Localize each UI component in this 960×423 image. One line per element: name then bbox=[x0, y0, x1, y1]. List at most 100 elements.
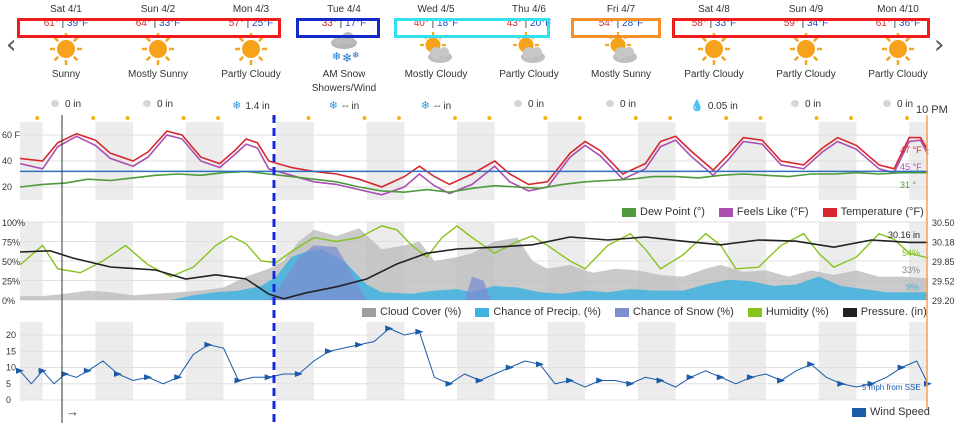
precip-amount: ❄ -- in bbox=[298, 99, 390, 112]
precip-value: 0 in bbox=[64, 99, 82, 110]
high-temp: 33° bbox=[321, 18, 337, 29]
sun-icon bbox=[231, 32, 271, 66]
temp-separator: | bbox=[428, 18, 438, 29]
time-label: 10 PM bbox=[916, 104, 948, 116]
pressure-line bbox=[19, 236, 928, 300]
day-column[interactable]: Sun 4/2 64° | 33°F Mostly Sunny 0 in bbox=[112, 0, 204, 115]
feels-like-line bbox=[19, 134, 929, 196]
day-temps: 33° | 17°F bbox=[298, 18, 390, 29]
y-tick-label: 50% bbox=[2, 257, 20, 267]
y2-tick-label: 30.50 bbox=[932, 218, 955, 228]
legend-label[interactable]: Wind Speed bbox=[870, 406, 930, 418]
svg-text:❄: ❄ bbox=[342, 51, 352, 65]
day-column[interactable]: Mon 4/10 61° | 36°F Partly Cloudy 0 in bbox=[852, 0, 944, 115]
day-column[interactable]: Thu 4/6 43° | 20°F Partly Cloudy 0 in bbox=[483, 0, 575, 115]
y-tick-label: 20 bbox=[2, 182, 12, 192]
svg-text:❄: ❄ bbox=[332, 51, 341, 63]
night-band bbox=[276, 322, 314, 400]
day-temps: 54° | 28°F bbox=[575, 18, 667, 29]
night-band bbox=[20, 322, 43, 400]
legend-label[interactable]: Cloud Cover (%) bbox=[380, 306, 462, 318]
condition-text: Partly Cloudy bbox=[499, 69, 559, 80]
precip-value: 0 in bbox=[896, 99, 914, 110]
night-band bbox=[95, 322, 134, 400]
precip-value: -- in bbox=[433, 101, 452, 112]
high-temp: 59° bbox=[783, 18, 799, 29]
legend-label[interactable]: Chance of Snow (%) bbox=[632, 306, 734, 318]
sun-icon bbox=[878, 32, 918, 66]
wind-direction-arrow bbox=[355, 341, 364, 348]
low-temp: 18°F bbox=[437, 18, 459, 29]
day-date: Sat 4/8 bbox=[698, 4, 730, 15]
night-band bbox=[728, 322, 766, 400]
legend-label[interactable]: Feels Like (°F) bbox=[736, 206, 809, 218]
sunrise-marker bbox=[396, 116, 401, 120]
sunset-marker bbox=[633, 116, 638, 120]
prev-arrow[interactable]: ‹ bbox=[6, 30, 17, 60]
sunrise-marker bbox=[849, 116, 854, 120]
wind-direction-arrow bbox=[16, 367, 24, 374]
condition-text: Showers/Wind bbox=[311, 83, 377, 94]
condition-text: Sunny bbox=[51, 69, 81, 80]
legend-swatch bbox=[842, 307, 857, 317]
dry-drop-icon bbox=[142, 100, 151, 107]
legend-label[interactable]: Humidity (%) bbox=[765, 306, 829, 318]
dew-point-line bbox=[19, 170, 928, 194]
legend-label[interactable]: Temperature (°F) bbox=[840, 206, 924, 218]
wind-direction-arrow bbox=[867, 380, 876, 387]
sunrise-marker bbox=[306, 116, 311, 120]
sun-cloud-icon bbox=[601, 32, 641, 66]
high-temp: 40° bbox=[413, 18, 429, 29]
temp-separator: | bbox=[336, 18, 346, 29]
high-temp: 54° bbox=[598, 18, 614, 29]
day-column[interactable]: Fri 4/7 54° | 28°F Mostly Sunny 0 in bbox=[575, 0, 667, 115]
sunset-marker bbox=[91, 116, 96, 120]
legend-temperature: Dew Point (°) Feels Like (°F) Temperature … bbox=[622, 206, 934, 218]
temp-separator: | bbox=[521, 18, 531, 29]
legend-swatch bbox=[475, 307, 490, 317]
end-value-label: 45 °F bbox=[900, 162, 922, 172]
next-arrow[interactable]: › bbox=[934, 30, 945, 60]
day-column[interactable]: Mon 4/3 57° | 25°F Partly Cloudy ❄ 1.4 in bbox=[205, 0, 297, 115]
temperature-line bbox=[19, 130, 929, 188]
condition: Sunny bbox=[20, 68, 112, 82]
legend-label[interactable]: Pressure. (in) bbox=[860, 306, 927, 318]
precip-value: 0 in bbox=[804, 99, 822, 110]
day-column[interactable]: Sun 4/9 59° | 34°F Partly Cloudy 0 in bbox=[760, 0, 852, 115]
day-column[interactable]: Tue 4/4 33° | 17°F ❄ ❄ ❄ AM Snow Showers/Wind ❄… bbox=[298, 0, 390, 115]
wind-direction-arrow bbox=[61, 371, 70, 377]
night-band bbox=[637, 322, 676, 400]
legend-label[interactable]: Chance of Precip. (%) bbox=[493, 306, 601, 318]
y-tick-label: 100% bbox=[2, 218, 25, 228]
dry-drop-icon bbox=[790, 100, 799, 107]
wind-direction-arrow bbox=[324, 348, 333, 355]
sunrise-marker bbox=[216, 116, 221, 120]
day-date: Sun 4/9 bbox=[788, 4, 824, 15]
legend-label[interactable]: Dew Point (°) bbox=[640, 206, 705, 218]
sunset-marker bbox=[724, 116, 729, 120]
legend-swatch bbox=[362, 307, 376, 317]
condition: Mostly Sunny bbox=[112, 68, 204, 82]
wind-direction-arrow bbox=[415, 328, 424, 335]
condition: Mostly Sunny bbox=[575, 68, 667, 82]
sunrise-marker bbox=[758, 116, 763, 120]
y-tick-label: 0% bbox=[2, 296, 15, 306]
night-band bbox=[185, 322, 224, 400]
end-value-label: 54% bbox=[902, 248, 920, 258]
legend-swatch bbox=[718, 207, 733, 217]
wind-direction-arrow bbox=[746, 374, 755, 381]
precip-amount: 0 in bbox=[20, 99, 112, 110]
sunset-marker bbox=[905, 116, 910, 120]
day-date: Sat 4/1 bbox=[50, 4, 82, 15]
day-temps: 40° | 18°F bbox=[390, 18, 482, 29]
day-date: Sun 4/2 bbox=[140, 4, 176, 15]
day-column[interactable]: Sat 4/1 61° | 39°F Sunny 0 in bbox=[20, 0, 112, 115]
sunset-marker bbox=[814, 116, 819, 120]
y-tick-label: 60 F bbox=[2, 130, 21, 140]
precip-amount: 💧 0.05 in bbox=[668, 99, 760, 112]
condition-text: Partly Cloudy bbox=[221, 69, 281, 80]
condition-text: Mostly Sunny bbox=[590, 69, 652, 80]
sunset-marker bbox=[543, 116, 548, 120]
high-temp: 43° bbox=[506, 18, 522, 29]
